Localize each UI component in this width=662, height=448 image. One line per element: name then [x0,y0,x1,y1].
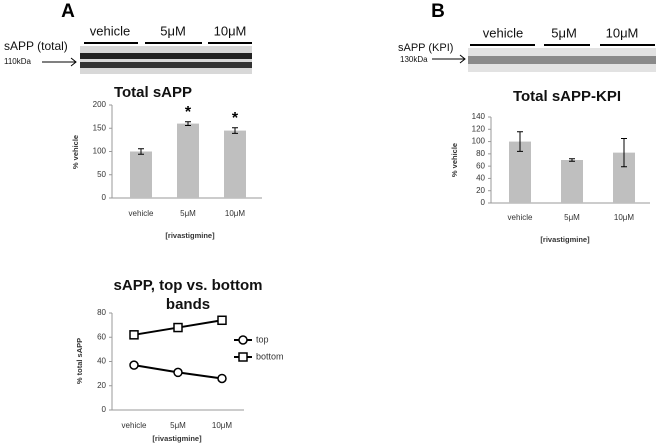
y-axis-label: % total sAPP [75,338,84,384]
y-tick-label: 80 [97,308,106,317]
x-tick-label: vehicle [122,421,147,430]
point [173,322,183,333]
y-tick-label: 40 [476,174,485,183]
point [129,330,139,340]
y-tick-label: 50 [97,170,106,179]
chart-title: sAPP, top vs. bottom bands [113,277,263,313]
panel-letter: A [61,1,75,22]
legend-label: top [256,334,269,344]
chart-title: Total sAPP [113,84,193,101]
error-bar [232,127,238,134]
point [173,367,183,378]
x-tick-label: vehicle [129,209,154,218]
bar [224,130,246,198]
blot-band [468,56,656,64]
x-axis-label: [rivastigmine] [165,231,215,240]
blot-band [80,62,252,68]
x-tick-label: vehicle [508,213,533,222]
x-tick-label: 10μM [212,421,233,430]
y-tick-label: 80 [476,149,485,158]
marker-label: 130kDa [400,55,428,64]
protein-label: sAPP (total) [4,39,68,53]
y-tick-label: 100 [472,137,486,146]
bar [561,160,583,203]
lane-label: vehicle [90,23,130,38]
y-tick-label: 0 [102,405,107,414]
protein-label: sAPP (KPI) [398,42,453,54]
x-tick-label: 10μM [225,209,246,218]
y-tick-label: 0 [102,193,107,202]
arrow [42,57,77,67]
legend-marker [238,352,248,362]
y-axis-label: % vehicle [450,143,459,177]
x-tick-label: 5μM [170,421,186,430]
error-bar [138,148,144,155]
blot-band [80,53,252,59]
y-tick-label: 60 [476,161,485,170]
error-bar [569,158,575,162]
x-axis-label: [rivastigmine] [152,434,202,443]
y-tick-label: 20 [476,186,485,195]
legend-label: bottom [256,351,284,361]
y-tick-label: 60 [97,332,106,341]
error-bar [185,121,191,126]
x-axis-label: [rivastigmine] [540,235,590,244]
significance-label: * [232,110,239,127]
y-tick-label: 200 [93,100,107,109]
x-tick-label: 5μM [564,213,580,222]
y-axis-label: % vehicle [71,135,80,169]
bar [130,151,152,198]
error-bar [621,138,627,168]
lane-label: 5μM [160,23,186,38]
bar [613,152,635,203]
y-tick-label: 120 [472,124,486,133]
chart-title: Total sAPP-KPI [512,88,622,105]
lane-label: vehicle [483,25,523,40]
arrow [432,54,466,64]
y-tick-label: 0 [481,198,486,207]
lane-label: 10μM [606,25,639,40]
y-tick-label: 150 [93,123,107,132]
lane-label: 10μM [214,23,247,38]
legend-marker [238,335,248,345]
y-tick-label: 40 [97,357,106,366]
panel-letter: B [431,1,445,22]
y-tick-label: 140 [472,112,486,121]
point [129,360,139,370]
marker-label: 110kDa [4,57,32,66]
point [217,373,227,384]
x-tick-label: 5μM [180,209,196,218]
bar [509,141,531,203]
y-tick-label: 20 [97,381,106,390]
significance-label: * [185,104,192,121]
bar [177,123,199,198]
lane-label: 5μM [551,25,577,40]
y-tick-label: 100 [93,147,107,156]
x-tick-label: 10μM [614,213,635,222]
point [217,315,227,326]
error-bar [517,131,523,152]
blot [80,46,252,74]
